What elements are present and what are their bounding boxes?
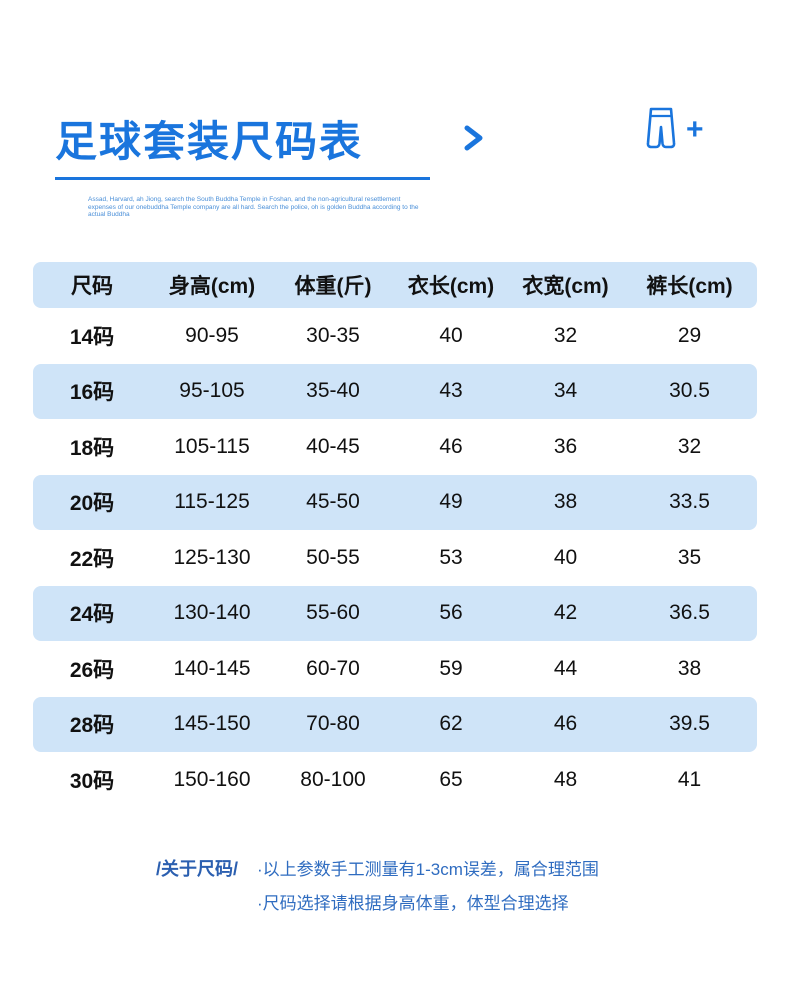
table-row: 30码 150-160 80-100 65 48 41 <box>33 752 757 808</box>
value-cell: 150-160 <box>173 767 251 791</box>
value-cell: 40 <box>439 323 463 347</box>
value-cell: 105-115 <box>174 434 250 458</box>
value-cell: 55-60 <box>273 585 393 641</box>
value-cell: 140-145 <box>173 656 251 680</box>
value-cell: 46 <box>439 434 463 458</box>
value-cell: 30-35 <box>306 323 360 347</box>
value-cell: 95-105 <box>151 363 273 419</box>
table-row: 18码 105-115 40-45 46 36 32 <box>33 419 757 475</box>
value-cell: 29 <box>677 323 702 347</box>
value-cell: 35 <box>677 545 702 569</box>
size-cell: 24码 <box>33 585 151 641</box>
value-cell: 70-80 <box>273 696 393 752</box>
column-header: 尺码 <box>33 262 151 308</box>
value-cell: 41 <box>677 767 702 791</box>
pants-plus-badge: + <box>641 105 704 160</box>
value-cell: 30.5 <box>622 363 757 419</box>
value-cell: 60-70 <box>306 656 360 680</box>
title-underline <box>55 177 430 180</box>
value-cell: 125-130 <box>173 545 251 569</box>
value-cell: 42 <box>509 585 622 641</box>
table-row: 28码 145-150 70-80 62 46 39.5 <box>33 696 757 752</box>
page-title: 足球套装尺码表 <box>55 118 364 165</box>
column-header: 衣长(cm) <box>393 262 509 308</box>
value-cell: 90-95 <box>185 323 239 347</box>
table-header-row: 尺码 身高(cm) 体重(斤) 衣长(cm) 衣宽(cm) 裤长(cm) <box>33 262 757 308</box>
size-cell: 18码 <box>69 436 115 460</box>
value-cell: 38 <box>677 656 702 680</box>
value-cell: 130-140 <box>151 585 273 641</box>
value-cell: 43 <box>393 363 509 419</box>
footer-note: ·尺码选择请根据身高体重，体型合理选择 <box>257 894 569 913</box>
value-cell: 59 <box>439 656 463 680</box>
value-cell: 36 <box>553 434 578 458</box>
value-cell: 40 <box>553 545 578 569</box>
value-cell: 48 <box>553 767 578 791</box>
value-cell: 44 <box>553 656 578 680</box>
table-row: 26码 140-145 60-70 59 44 38 <box>33 641 757 697</box>
size-cell: 28码 <box>33 696 151 752</box>
size-cell: 14码 <box>69 325 115 349</box>
table-row: 22码 125-130 50-55 53 40 35 <box>33 530 757 586</box>
value-cell: 45-50 <box>273 474 393 530</box>
value-cell: 80-100 <box>300 767 366 791</box>
value-cell: 39.5 <box>622 696 757 752</box>
value-cell: 53 <box>439 545 463 569</box>
value-cell: 36.5 <box>622 585 757 641</box>
value-cell: 32 <box>553 323 578 347</box>
value-cell: 56 <box>393 585 509 641</box>
footer-note: ·以上参数手工测量有1-3cm误差，属合理范围 <box>257 860 599 879</box>
value-cell: 40-45 <box>306 434 360 458</box>
table-body: 14码 90-95 30-35 40 32 29 16码 95-105 35-40 43 34 30.… <box>33 308 757 808</box>
footer-label: /关于尺码/ <box>156 859 239 879</box>
size-cell: 16码 <box>33 363 151 419</box>
table-row: 20码 115-125 45-50 49 38 33.5 <box>33 474 757 530</box>
pants-icon <box>641 105 681 160</box>
value-cell: 65 <box>439 767 463 791</box>
column-header: 裤长(cm) <box>622 262 757 308</box>
size-table: 尺码 身高(cm) 体重(斤) 衣长(cm) 衣宽(cm) 裤长(cm) 14码 90-95… <box>33 262 757 808</box>
value-cell: 50-55 <box>306 545 360 569</box>
size-cell: 26码 <box>69 658 115 682</box>
plus-icon: + <box>686 112 704 146</box>
value-cell: 49 <box>393 474 509 530</box>
size-cell: 30码 <box>69 769 115 793</box>
column-header: 体重(斤) <box>273 262 393 308</box>
fine-print-text: Assad, Harvard, ah Jiong, search the Sou… <box>88 196 419 219</box>
value-cell: 46 <box>509 696 622 752</box>
value-cell: 115-125 <box>151 474 273 530</box>
column-header: 身高(cm) <box>151 262 273 308</box>
value-cell: 33.5 <box>622 474 757 530</box>
footer-notes: ·以上参数手工测量有1-3cm误差，属合理范围 ·尺码选择请根据身高体重，体型合… <box>257 853 599 921</box>
value-cell: 34 <box>509 363 622 419</box>
value-cell: 35-40 <box>273 363 393 419</box>
table-row: 24码 130-140 55-60 56 42 36.5 <box>33 585 757 641</box>
column-header: 衣宽(cm) <box>509 262 622 308</box>
size-cell: 20码 <box>33 474 151 530</box>
chevron-right-icon <box>462 124 486 157</box>
value-cell: 62 <box>393 696 509 752</box>
size-cell: 22码 <box>69 547 115 571</box>
value-cell: 145-150 <box>151 696 273 752</box>
table-row: 14码 90-95 30-35 40 32 29 <box>33 308 757 364</box>
value-cell: 32 <box>677 434 702 458</box>
value-cell: 38 <box>509 474 622 530</box>
table-row: 16码 95-105 35-40 43 34 30.5 <box>33 363 757 419</box>
